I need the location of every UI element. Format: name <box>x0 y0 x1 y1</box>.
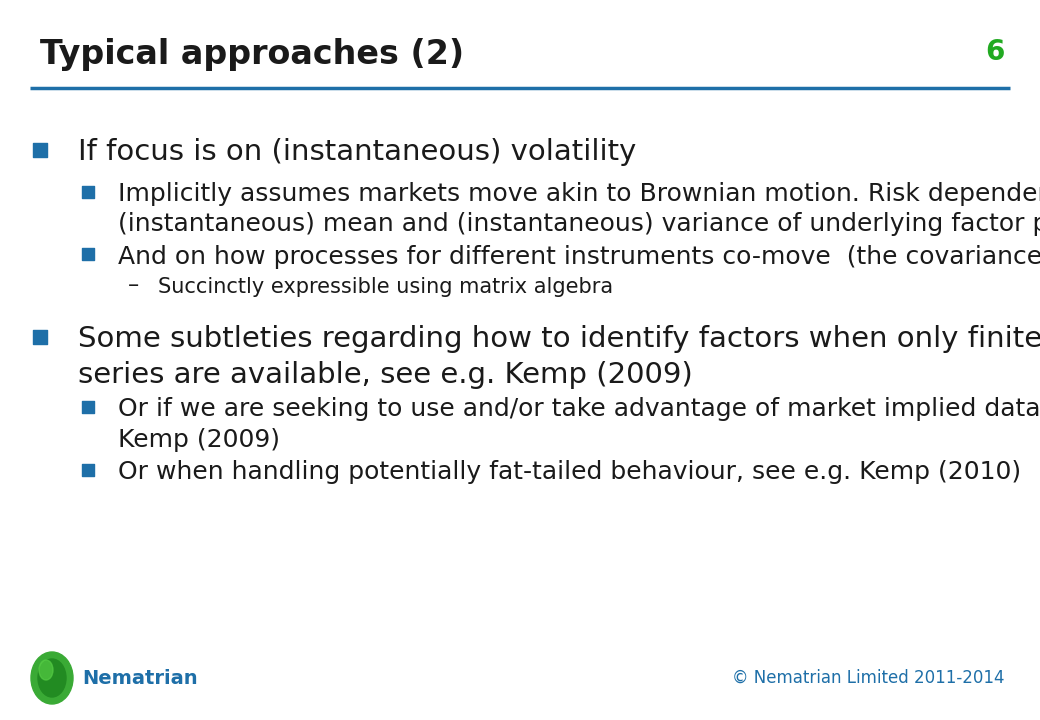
Point <box>80 248 97 260</box>
Text: Succinctly expressible using matrix algebra: Succinctly expressible using matrix alge… <box>158 277 614 297</box>
Point <box>80 464 97 476</box>
Point <box>80 186 97 197</box>
Text: Or when handling potentially fat-tailed behaviour, see e.g. Kemp (2010): Or when handling potentially fat-tailed … <box>118 460 1021 485</box>
Text: Or if we are seeking to use and/or take advantage of market implied data, see al: Or if we are seeking to use and/or take … <box>118 397 1040 452</box>
Text: And on how processes for different instruments co-move  (the covariance matrix): And on how processes for different instr… <box>118 245 1040 269</box>
Text: 6: 6 <box>986 38 1005 66</box>
Text: –: – <box>128 275 139 295</box>
Point <box>31 331 48 343</box>
Text: Typical approaches (2): Typical approaches (2) <box>40 38 464 71</box>
Text: Some subtleties regarding how to identify factors when only finite sized data
se: Some subtleties regarding how to identif… <box>78 325 1040 389</box>
Ellipse shape <box>38 659 66 697</box>
Text: If focus is on (instantaneous) volatility: If focus is on (instantaneous) volatilit… <box>78 138 636 166</box>
Text: Nematrian: Nematrian <box>82 668 198 688</box>
Point <box>80 401 97 413</box>
Ellipse shape <box>31 652 73 704</box>
Text: © Nematrian Limited 2011-2014: © Nematrian Limited 2011-2014 <box>732 669 1005 687</box>
Text: Implicitly assumes markets move akin to Brownian motion. Risk dependent on
(inst: Implicitly assumes markets move akin to … <box>118 181 1040 236</box>
Point <box>31 144 48 156</box>
Ellipse shape <box>40 660 53 680</box>
